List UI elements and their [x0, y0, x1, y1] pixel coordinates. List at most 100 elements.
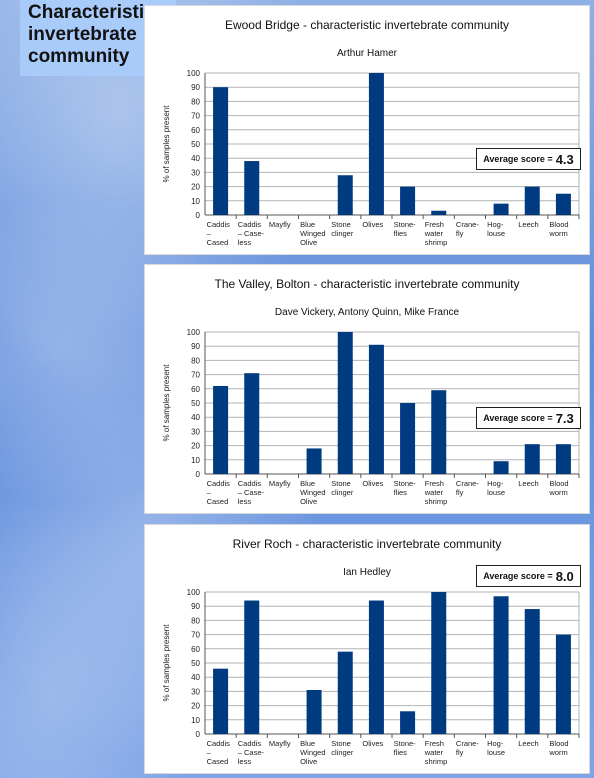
y-tick-label: 80	[191, 356, 200, 365]
x-tick-label-line: –	[207, 488, 212, 497]
average-score-badge: Average score = 8.0	[476, 565, 581, 587]
x-tick-label: Crane-fly	[456, 479, 479, 497]
x-tick-label: Crane-fly	[456, 739, 479, 757]
y-tick-label: 40	[191, 673, 200, 682]
x-tick-label: Caddis – Cased	[207, 220, 231, 247]
y-axis-label: % of samples present	[162, 364, 171, 442]
bar	[400, 711, 416, 734]
x-tick-label-line: Olive	[300, 238, 317, 247]
y-tick-label: 70	[191, 371, 200, 380]
x-tick-label: Mayfly	[269, 220, 291, 229]
x-tick-label: Leech	[518, 479, 538, 488]
y-tick-label: 60	[191, 126, 200, 135]
x-tick-label-line: Leech	[518, 739, 538, 748]
y-tick-label: 30	[191, 427, 200, 436]
y-tick-label: 10	[191, 197, 200, 206]
bar	[431, 592, 447, 734]
bar	[555, 444, 571, 474]
x-tick-label-line: Cased	[207, 757, 229, 766]
chart-title: The Valley, Bolton - characteristic inve…	[214, 277, 519, 291]
chart-title: River Roch - characteristic invertebrate…	[233, 537, 502, 551]
x-tick-label-line: Leech	[518, 479, 538, 488]
x-tick-label: Olives	[362, 220, 383, 229]
x-tick-label-line: water	[424, 488, 444, 497]
bar	[244, 373, 260, 474]
x-tick-label-line: –	[207, 748, 212, 757]
x-tick-label: Stone clinger	[331, 220, 354, 238]
bar	[306, 689, 322, 734]
x-tick-label-line: Hog-	[487, 739, 504, 748]
y-tick-label: 100	[187, 328, 201, 337]
x-tick-label: Hog-louse	[487, 479, 505, 497]
x-tick-label-line: Fresh	[425, 739, 444, 748]
x-tick-label-line: clinger	[331, 748, 354, 757]
y-tick-label: 30	[191, 687, 200, 696]
y-tick-label: 20	[191, 183, 200, 192]
x-tick-label-line: flies	[394, 748, 408, 757]
bar	[368, 73, 384, 215]
x-tick-label-line: Blue	[300, 739, 315, 748]
x-tick-label-line: Cased	[207, 238, 229, 247]
x-tick-label-line: Stone	[331, 739, 351, 748]
x-tick-label: Caddis – Cased	[207, 479, 231, 506]
y-tick-label: 70	[191, 112, 200, 121]
x-tick-label-line: Fresh	[425, 220, 444, 229]
x-tick-label-line: louse	[487, 229, 505, 238]
x-tick-label-line: Stone-	[394, 479, 417, 488]
average-score-label: Average score =	[483, 154, 553, 164]
x-tick-label-line: fly	[456, 748, 464, 757]
x-tick-label-line: Blue	[300, 220, 315, 229]
y-tick-label: 40	[191, 154, 200, 163]
y-tick-label: 70	[191, 631, 200, 640]
y-tick-label: 100	[187, 69, 201, 78]
x-tick-label-line: Stone	[331, 220, 351, 229]
y-axis-label: % of samples present	[162, 624, 171, 702]
average-score-badge: Average score = 4.3	[476, 148, 581, 170]
y-tick-label: 90	[191, 83, 200, 92]
y-tick-label: 0	[196, 730, 201, 739]
average-score-badge: Average score = 7.3	[476, 407, 581, 429]
x-tick-label-line: water	[424, 748, 444, 757]
x-tick-label: Stone clinger	[331, 739, 354, 757]
x-tick-label: Caddis – Case-less	[238, 220, 265, 247]
x-tick-label: Blue Winged Olive	[300, 479, 325, 506]
x-tick-label: Stone-flies	[394, 220, 417, 238]
bar	[244, 161, 260, 215]
y-tick-label: 80	[191, 616, 200, 625]
y-axis-label: % of samples present	[162, 105, 171, 183]
bar	[493, 461, 509, 474]
bar	[493, 203, 509, 215]
x-tick-label-line: – Case-	[238, 748, 265, 757]
y-tick-label: 20	[191, 702, 200, 711]
x-tick-label-line: Fresh	[425, 479, 444, 488]
x-tick-label-line: Caddis	[207, 739, 231, 748]
x-tick-label: Hog-louse	[487, 739, 505, 757]
chart-subtitle: Arthur Hamer	[337, 48, 398, 59]
x-tick-label: Blood worm	[548, 739, 568, 757]
x-tick-label: Blue Winged Olive	[300, 220, 325, 247]
x-tick-label-line: worm	[548, 748, 567, 757]
bar	[368, 344, 384, 474]
x-tick-label-line: louse	[487, 488, 505, 497]
x-tick-label: Caddis – Case-less	[238, 739, 265, 766]
x-tick-label: Blood worm	[548, 220, 568, 238]
average-score-value: 4.3	[555, 151, 574, 167]
y-tick-label: 40	[191, 413, 200, 422]
x-tick-label-line: Caddis	[238, 479, 262, 488]
x-tick-label-line: Winged	[300, 229, 325, 238]
x-tick-label-line: Leech	[518, 220, 538, 229]
y-tick-label: 10	[191, 716, 200, 725]
x-tick-label: Caddis – Case-less	[238, 479, 265, 506]
bar	[400, 403, 416, 474]
x-tick-label-line: Hog-	[487, 220, 504, 229]
x-tick-label-line: less	[238, 238, 252, 247]
x-tick-label: Stone-flies	[394, 739, 417, 757]
y-tick-label: 100	[187, 588, 201, 597]
y-tick-label: 0	[196, 211, 201, 220]
y-tick-label: 50	[191, 659, 200, 668]
average-score-value: 8.0	[555, 568, 574, 584]
chart-panel-ewood-bridge: Ewood Bridge - characteristic invertebra…	[144, 5, 590, 255]
bar	[400, 186, 416, 215]
x-tick-label-line: Olive	[300, 497, 317, 506]
x-tick-label-line: Olives	[362, 739, 383, 748]
